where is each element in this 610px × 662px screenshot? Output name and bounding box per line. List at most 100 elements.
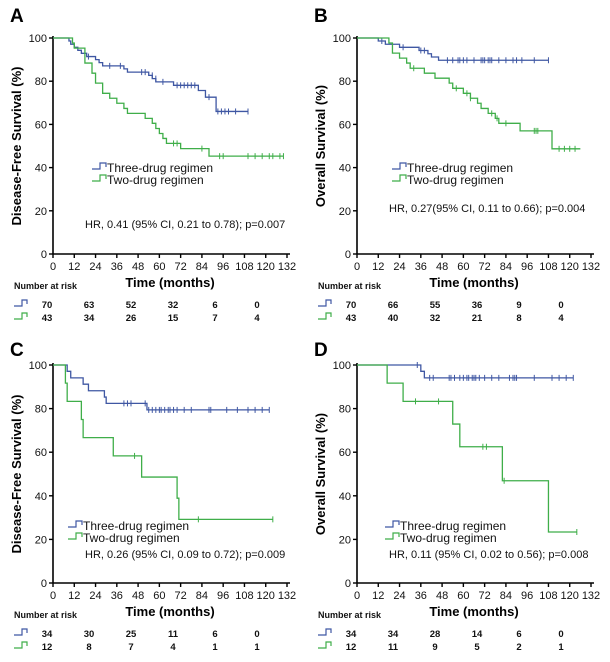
y-tick-label: 20: [35, 534, 47, 546]
x-tick-label: 12: [68, 590, 80, 602]
panel-letter: B: [314, 6, 328, 27]
survival-curve-two-drug: [53, 37, 284, 157]
y-tick-label: 100: [333, 33, 351, 45]
risk-count: 2: [516, 642, 521, 653]
risk-count: 6: [212, 300, 217, 311]
x-tick-label: 60: [457, 261, 469, 273]
risk-count: 15: [168, 313, 179, 324]
hazard-ratio-annotation: HR, 0.11 (95% CI, 0.02 to 0.56); p=0.008: [389, 549, 588, 561]
survival-curve-three-drug: [357, 37, 549, 61]
x-tick-label: 108: [539, 261, 557, 273]
x-tick-label: 108: [539, 590, 557, 602]
y-tick-label: 40: [35, 163, 47, 175]
x-tick-label: 120: [257, 590, 275, 602]
y-tick-label: 60: [35, 119, 47, 131]
risk-count: 1: [558, 642, 564, 653]
risk-count: 34: [346, 629, 357, 640]
risk-count: 43: [346, 313, 357, 324]
y-tick-label: 80: [35, 76, 47, 88]
x-tick-label: 60: [153, 590, 165, 602]
x-tick-label: 48: [436, 261, 448, 273]
x-tick-label: 24: [393, 590, 405, 602]
legend-swatch: [92, 162, 107, 170]
risk-count: 32: [168, 300, 179, 311]
risk-table-header: Number at risk: [318, 281, 382, 291]
risk-table-header: Number at risk: [318, 610, 382, 620]
x-tick-label: 96: [217, 590, 229, 602]
y-tick-label: 60: [35, 447, 47, 459]
x-tick-label: 84: [500, 261, 512, 273]
risk-count: 4: [558, 313, 564, 324]
risk-count: 6: [516, 629, 521, 640]
legend-label: Two-drug regimen: [83, 531, 180, 545]
risk-count: 36: [472, 300, 483, 311]
risk-count: 1: [254, 642, 260, 653]
risk-table-header: Number at risk: [14, 281, 78, 291]
x-tick-label: 48: [132, 261, 144, 273]
risk-row-swatch: [14, 628, 28, 636]
x-tick-label: 0: [50, 261, 56, 273]
risk-count: 11: [388, 642, 399, 653]
risk-count: 8: [516, 313, 521, 324]
risk-row-swatch: [318, 628, 332, 636]
risk-count: 4: [170, 642, 176, 653]
risk-count: 7: [128, 642, 133, 653]
risk-count: 6: [212, 629, 217, 640]
y-axis-title: Overall Survival (%): [313, 413, 328, 535]
x-tick-label: 120: [257, 261, 275, 273]
x-tick-label: 36: [111, 590, 123, 602]
y-tick-label: 100: [29, 360, 47, 372]
x-tick-label: 48: [132, 590, 144, 602]
legend-label: Three-drug regimen: [407, 161, 513, 175]
risk-count: 70: [42, 300, 53, 311]
y-tick-label: 40: [339, 491, 351, 503]
risk-count: 26: [126, 313, 137, 324]
x-tick-label: 36: [415, 261, 427, 273]
legend-swatch: [392, 162, 407, 170]
risk-count: 4: [254, 313, 260, 324]
hazard-ratio-annotation: HR, 0.41 (95% CI, 0.21 to 0.78); p=0.007: [85, 219, 285, 231]
x-tick-label: 96: [521, 590, 533, 602]
risk-count: 55: [430, 300, 441, 311]
survival-curve-three-drug: [53, 364, 270, 411]
hazard-ratio-annotation: HR, 0.27(95% CI, 0.11 to 0.66); p=0.004: [389, 203, 585, 215]
x-axis-title: Time (months): [429, 275, 518, 290]
x-tick-label: 60: [457, 590, 469, 602]
y-tick-label: 100: [29, 33, 47, 45]
x-tick-label: 132: [278, 261, 296, 273]
risk-count: 52: [126, 300, 137, 311]
legend-label: Three-drug regimen: [83, 519, 189, 533]
y-tick-label: 80: [35, 404, 47, 416]
x-tick-label: 72: [479, 590, 491, 602]
legend-swatch: [392, 174, 407, 182]
survival-curve-three-drug: [53, 37, 248, 113]
y-axis-title: Disease-Free Survival (%): [9, 395, 24, 554]
risk-count: 34: [388, 629, 399, 640]
risk-count: 14: [472, 629, 483, 640]
risk-count: 1: [212, 642, 218, 653]
x-tick-label: 12: [372, 261, 384, 273]
risk-row-swatch: [318, 299, 332, 307]
survival-curve-two-drug: [357, 37, 581, 150]
risk-count: 25: [126, 629, 137, 640]
y-tick-label: 0: [345, 249, 351, 261]
hazard-ratio-annotation: HR, 0.26 (95% CI, 0.09 to 0.72); p=0.009: [85, 549, 285, 561]
y-tick-label: 80: [339, 76, 351, 88]
risk-count: 21: [472, 313, 483, 324]
risk-count: 0: [558, 300, 563, 311]
y-tick-label: 20: [339, 206, 351, 218]
risk-count: 43: [42, 313, 53, 324]
y-tick-label: 20: [35, 206, 47, 218]
risk-row-swatch: [14, 641, 28, 649]
y-tick-label: 100: [333, 360, 351, 372]
x-tick-label: 84: [500, 590, 512, 602]
x-tick-label: 0: [354, 590, 360, 602]
x-axis-title: Time (months): [429, 604, 518, 619]
legend-label: Two-drug regimen: [400, 531, 497, 545]
x-tick-label: 96: [521, 261, 533, 273]
